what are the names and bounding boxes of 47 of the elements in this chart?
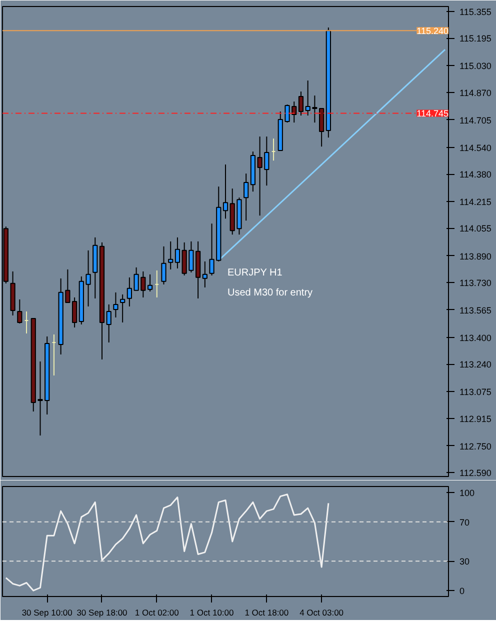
y-tick-label: 113.565 [460,305,492,316]
ref-line-label: 114.745 [416,108,449,119]
candlestick [106,304,112,343]
y-tick-label: 113.240 [460,360,492,370]
candlestick [113,292,118,318]
x-tick-label: 1 Oct 02:00 [134,608,180,618]
candlestick [161,246,166,285]
candlestick [174,236,180,269]
y-tick-label: 0 [460,586,465,596]
annotation: Used M30 for entry [228,288,313,298]
y-tick-label: 114.055 [460,224,492,234]
y-tick-label: 113.075 [460,387,492,398]
y-tick-label: 114.215 [460,197,492,208]
candlestick [72,296,78,328]
y-tick-label: 113.400 [460,332,492,343]
y-tick-label: 114.870 [460,88,492,98]
y-tick-label: 114.540 [460,142,492,153]
y-tick-label: 113.730 [460,278,492,288]
candlestick [244,173,249,222]
x-tick-label: 30 Sep 10:00 [22,608,73,618]
y-tick-label: 114.705 [460,115,492,126]
y-tick-label: 114.380 [460,170,492,180]
y-tick-label: 100 [460,488,475,498]
y-tick-label: 115.030 [460,61,492,72]
candlestick [222,164,228,220]
x-tick-label: 30 Sep 18:00 [76,608,128,618]
candlestick [202,260,208,288]
candlestick [17,298,22,324]
y-tick-label: 112.750 [460,441,492,452]
y-tick-label: 112.915 [460,414,492,424]
ref-line-label: 115.240 [416,26,449,36]
candlestick [120,294,126,323]
x-tick-label: 1 Oct 18:00 [244,608,289,618]
candlestick [147,274,153,292]
candlestick [319,108,324,148]
line-series [5,494,330,592]
y-tick-label: 30 [460,556,470,567]
x-tick-label: 1 Oct 10:00 [190,608,234,618]
y-tick-label: 115.195 [460,34,492,44]
y-tick-label: 115.355 [460,7,492,17]
candlestick [168,240,174,270]
candlestick [298,91,304,116]
annotation: EURJPY H1 [228,268,283,278]
y-tick-label: 113.890 [460,251,492,262]
x-tick-label: 4 Oct 03:00 [300,608,344,618]
y-tick-label: 70 [460,517,470,528]
y-tick-label: 112.590 [460,468,492,478]
